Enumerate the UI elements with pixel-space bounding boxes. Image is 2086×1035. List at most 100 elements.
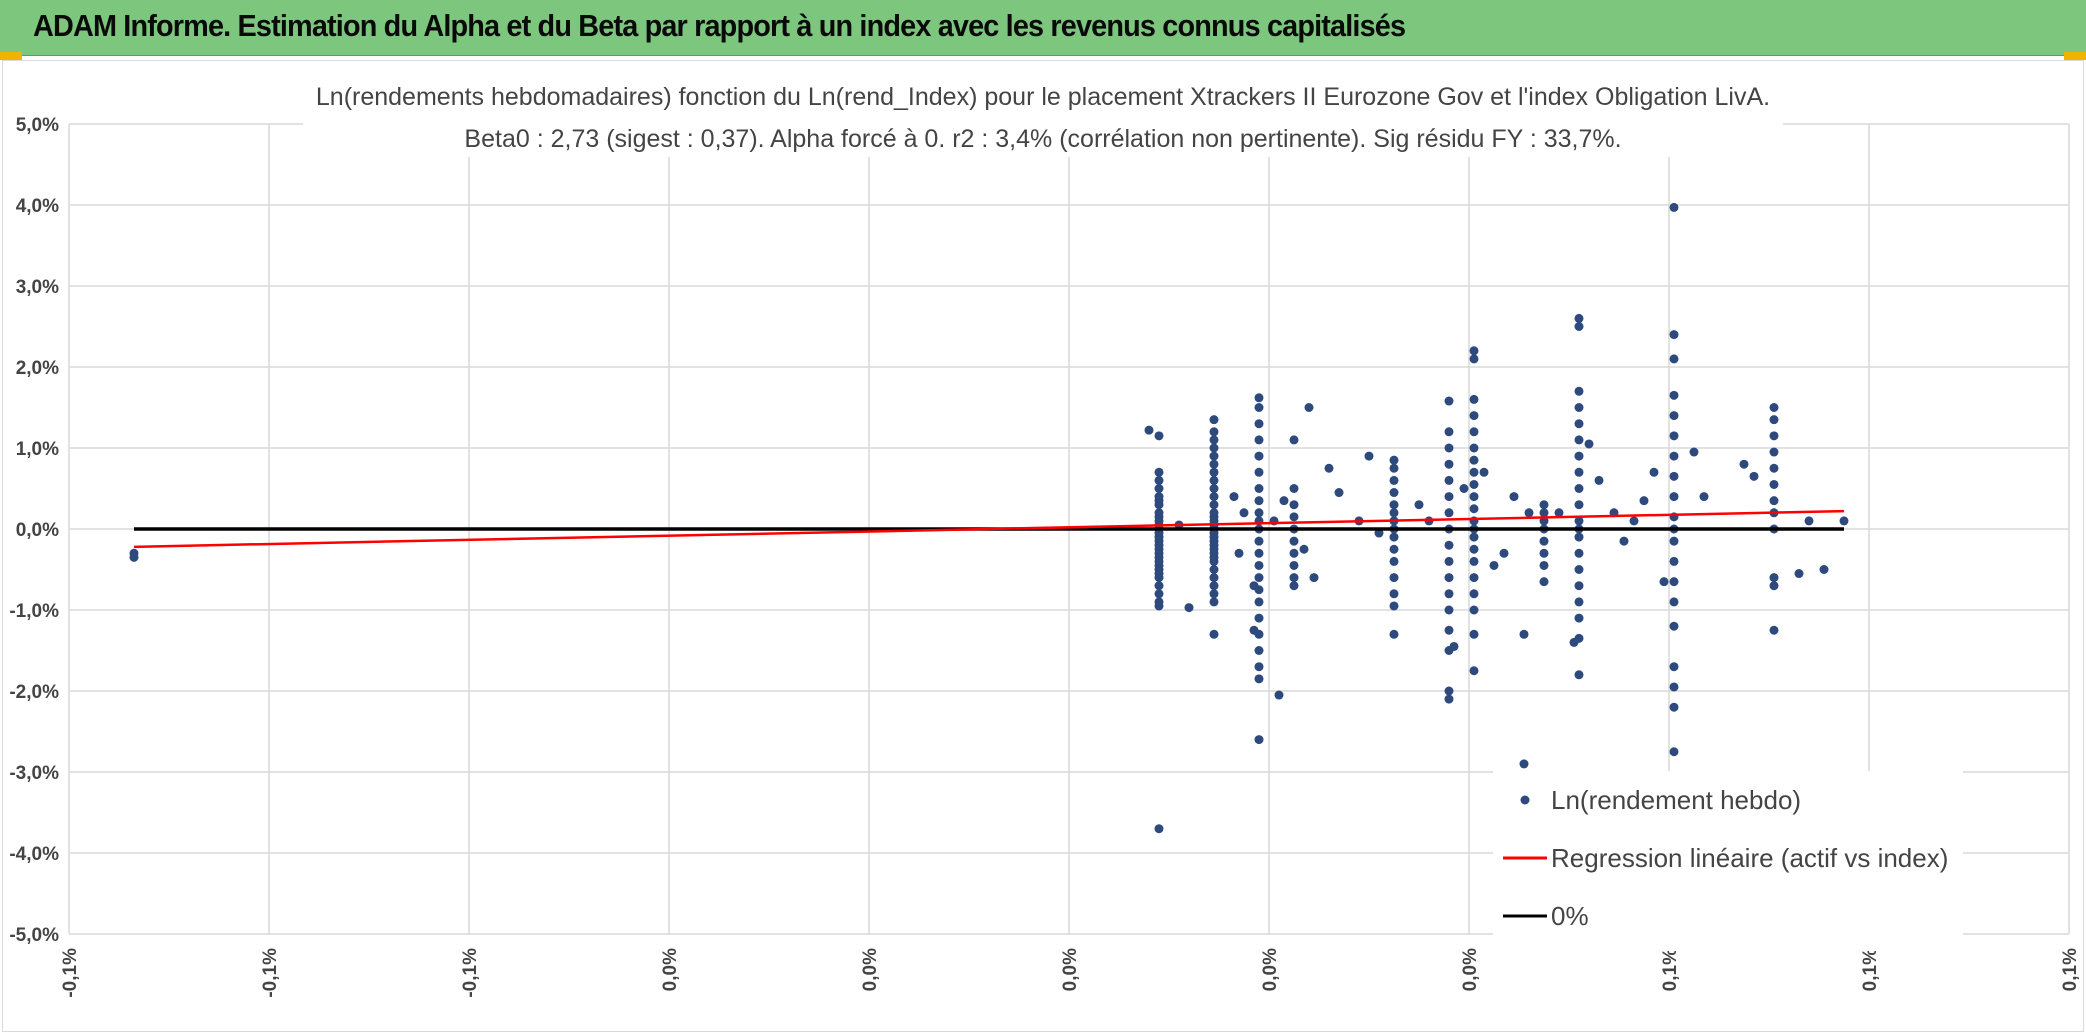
y-tick-label: 5,0% <box>16 115 59 136</box>
scatter-point <box>1569 637 1579 647</box>
x-tick-label: 0,1% <box>1860 948 1881 991</box>
scatter-point <box>1364 451 1374 461</box>
y-tick-label: 2,0% <box>16 358 59 379</box>
scatter-point <box>1154 475 1164 485</box>
scatter-point <box>1254 393 1264 403</box>
scatter-point <box>1209 565 1219 574</box>
chart-title-line-1: Ln(rendements hebdomadaires) fonction du… <box>316 83 1770 111</box>
scatter-point <box>1574 451 1584 461</box>
scatter-point <box>1154 597 1164 607</box>
scatter-point <box>1209 427 1219 437</box>
scatter-point <box>1209 484 1219 493</box>
scatter-point <box>1209 581 1219 591</box>
scatter-point <box>1509 492 1519 502</box>
scatter-point <box>1254 573 1264 583</box>
scatter-point <box>1389 463 1399 473</box>
scatter-point <box>1669 577 1679 587</box>
legend-label-scatter: Ln(rendement hebdo) <box>1551 785 1801 815</box>
scatter-point <box>1469 411 1479 421</box>
scatter-point <box>1239 508 1249 518</box>
scatter-point <box>1304 403 1314 412</box>
scatter-point <box>1519 759 1529 769</box>
scatter-point <box>1669 390 1679 400</box>
x-tick-label: 0,1% <box>1660 948 1681 991</box>
scatter-point <box>1519 629 1529 639</box>
scatter-point <box>1749 471 1759 481</box>
scatter-point <box>1669 536 1679 546</box>
scatter-point <box>1554 508 1564 518</box>
x-tick-label: 0,0% <box>860 948 881 991</box>
header-bar: ADAM Informe. Estimation du Alpha et du … <box>0 0 2086 56</box>
scatter-point <box>1209 589 1219 599</box>
scatter-point <box>1469 504 1479 514</box>
chart-title-line-2: Beta0 : 2,73 (sigest : 0,37). Alpha forc… <box>464 125 1621 153</box>
scatter-point <box>1154 824 1164 834</box>
scatter-point <box>1669 702 1679 712</box>
scatter-point <box>1479 467 1489 477</box>
scatter-point <box>1669 431 1679 441</box>
scatter-point <box>1639 496 1649 506</box>
scatter-chart: 5,0% 4,0% 3,0% 2,0% 1,0% 0,0% -1,0% -2,0% -3,0% -… <box>9 71 2081 998</box>
legend-background <box>1493 771 1963 951</box>
scatter-point <box>1444 686 1454 696</box>
scatter-point <box>1469 346 1479 356</box>
scatter-point <box>1649 467 1659 477</box>
scatter-point <box>1209 492 1219 502</box>
scatter-point <box>1444 475 1454 485</box>
scatter-point <box>1539 536 1549 546</box>
scatter-point <box>1769 431 1779 441</box>
scatter-point <box>1669 202 1679 212</box>
scatter-point <box>1769 415 1779 425</box>
scatter-point <box>1524 508 1534 518</box>
scatter-point <box>1444 540 1454 550</box>
scatter-point <box>1444 556 1454 566</box>
scatter-point <box>1389 556 1399 566</box>
scatter-point <box>1209 443 1219 453</box>
scatter-point <box>1389 601 1399 611</box>
scatter-point <box>1444 492 1454 502</box>
series-lines <box>133 509 1845 549</box>
scatter-point <box>1209 451 1219 461</box>
scatter-point <box>1444 573 1454 583</box>
scatter-point <box>1469 467 1479 477</box>
scatter-point <box>1444 508 1454 518</box>
y-tick-label: 3,0% <box>16 277 59 298</box>
scatter-point <box>1769 403 1779 412</box>
scatter-point <box>1539 577 1549 587</box>
scatter-point <box>1254 419 1264 429</box>
scatter-point <box>1254 735 1264 745</box>
scatter-point <box>1804 516 1814 526</box>
axis-labels: 5,0% 4,0% 3,0% 2,0% 1,0% 0,0% -1,0% -2,0% -3,0% -… <box>9 115 2081 998</box>
scatter-point <box>1374 528 1384 538</box>
scatter-point <box>1209 435 1219 445</box>
scatter-point <box>1414 500 1424 510</box>
scatter-point <box>1469 394 1479 404</box>
y-tick-label: 4,0% <box>16 196 59 217</box>
scatter-point <box>1254 451 1264 461</box>
scatter-point <box>1389 544 1399 554</box>
scatter-point <box>1574 419 1584 429</box>
scatter-point <box>1254 536 1264 546</box>
scatter-point <box>1669 451 1679 461</box>
scatter-point <box>1469 544 1479 554</box>
scatter-point <box>1769 573 1779 583</box>
scatter-point <box>1669 492 1679 502</box>
scatter-point <box>1574 322 1584 331</box>
scatter-point <box>1444 589 1454 599</box>
scatter-point <box>1299 544 1309 554</box>
scatter-point <box>1254 435 1264 445</box>
scatter-point <box>1574 435 1584 445</box>
scatter-point <box>1574 403 1584 412</box>
scatter-point <box>1254 646 1264 655</box>
scatter-point <box>1469 479 1479 489</box>
scatter-point <box>1574 670 1584 680</box>
scatter-point <box>1289 548 1299 558</box>
scatter-point <box>1254 662 1264 672</box>
scatter-point <box>1234 548 1244 558</box>
scatter-point <box>1629 516 1639 526</box>
scatter-point <box>1209 467 1219 477</box>
scatter-point <box>1254 508 1264 518</box>
scatter-point <box>1154 467 1164 477</box>
scatter-point <box>1669 597 1679 607</box>
legend-marker-scatter <box>1520 795 1530 805</box>
